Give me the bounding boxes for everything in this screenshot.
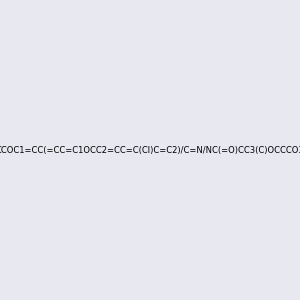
Text: CCOC1=CC(=CC=C1OCC2=CC=C(Cl)C=C2)/C=N/NC(=O)CC3(C)OCCCO3: CCOC1=CC(=CC=C1OCC2=CC=C(Cl)C=C2)/C=N/NC… (0, 146, 300, 154)
